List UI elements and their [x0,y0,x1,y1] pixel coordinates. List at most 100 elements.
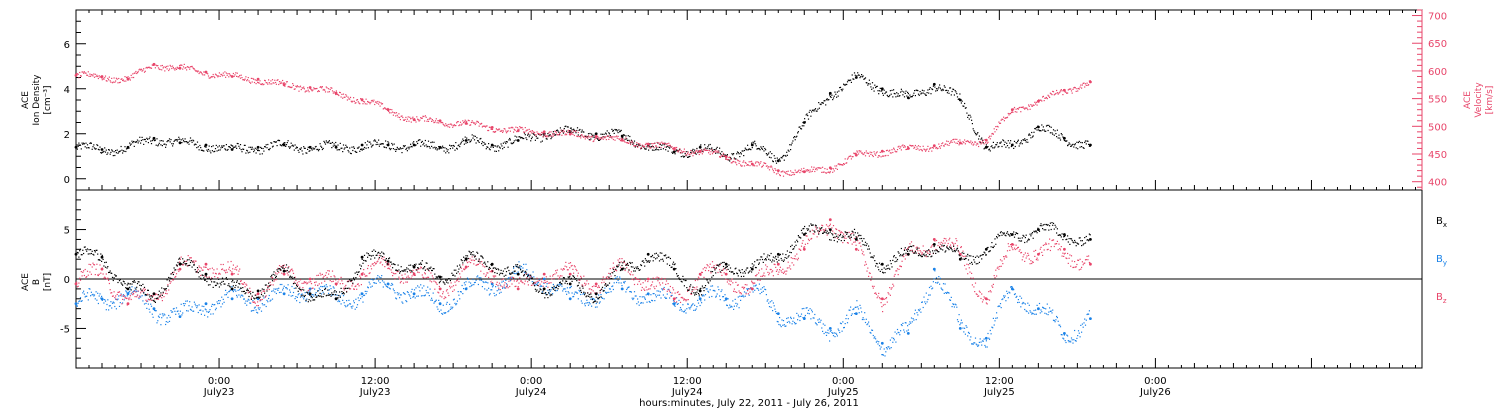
by-series-sample [648,294,650,296]
bz-series-sample [388,267,390,269]
velocity-series-sample [690,149,692,152]
by-series-sample [816,324,818,326]
density-series-sample [996,144,998,146]
velocity-series-sample [254,79,256,81]
density-series-sample [477,140,479,142]
bz-series-sample [154,294,156,296]
density-series-sample [491,145,493,147]
density-series-sample [439,146,441,148]
velocity-series-sample [680,150,682,152]
bz-series-sample [232,268,234,270]
density-series-sample [540,141,542,143]
by-series-sample [710,285,712,287]
density-series-sample [568,131,570,133]
by-series-sample [222,298,224,300]
by-series-sample [537,282,539,284]
bz-series-sample [77,285,79,287]
density-series-sample [1002,139,1004,141]
density-series-sample [393,143,395,145]
velocity-series-sample [605,136,607,138]
density-series-sample [879,87,881,89]
velocity-series-sample [122,79,124,81]
by-series-sample [517,271,519,273]
density-series-sample [768,156,771,158]
by-series-sample [310,296,312,298]
by-series-sample [1003,296,1005,299]
velocity-series-sample [698,153,700,156]
velocity-series-point [256,77,260,81]
by-series-sample [606,291,608,294]
velocity-series-sample [807,169,810,172]
density-series-sample [875,86,877,89]
density-series-sample [445,152,447,154]
by-series-sample [178,313,180,315]
by-series-sample [657,294,659,296]
bz-series-sample [363,273,366,275]
velocity-series-sample [877,156,879,158]
velocity-series-sample [860,150,862,152]
bz-series-sample [406,281,408,283]
velocity-series-sample [734,161,736,163]
by-series-sample [225,289,227,291]
bz-series-sample [418,271,420,274]
density-series-sample [620,129,622,131]
by-series-sample [243,298,245,300]
by-series-sample [342,295,345,297]
density-series-sample [161,140,163,142]
velocity-series-sample [332,92,334,94]
by-series-sample [339,295,341,297]
by-series-sample [963,331,965,333]
velocity-series-sample [289,86,291,88]
density-series-sample [847,79,849,81]
by-series-sample [651,300,654,302]
density-series-sample [715,148,717,150]
by-series-sample [399,294,401,296]
velocity-series-sample [498,128,501,130]
by-series-sample [603,298,605,300]
by-series-sample [414,297,416,299]
velocity-series-sample [424,115,426,117]
by-series-sample [556,289,558,292]
density-series-sample [271,142,273,144]
velocity-series-sample [925,150,927,152]
density-series-sample [694,152,696,154]
velocity-series-sample [1016,111,1018,113]
velocity-series-sample [815,167,817,169]
by-series-sample [515,265,517,267]
density-series-sample [615,129,617,131]
density-series-sample [305,152,307,154]
bz-series-sample [436,283,438,285]
density-series-sample [257,149,259,152]
density-series-sample [1015,142,1017,144]
velocity-series-sample [168,68,171,70]
density-series-sample [136,141,138,143]
x-tick-label-date: July23 [359,387,391,398]
by-series-sample [483,281,485,284]
velocity-series-sample [495,130,497,133]
bz-series-sample [166,293,168,295]
density-series-sample [710,148,712,150]
by-series-sample [714,290,716,292]
by-series-sample [493,292,495,294]
velocity-series-sample [855,152,857,154]
velocity-series-sample [651,143,653,145]
density-series-sample [466,141,469,144]
by-series-sample [484,281,487,283]
velocity-series-sample [733,158,735,160]
velocity-series-sample [91,74,93,76]
by-series-sample [672,300,675,302]
by-series-sample [768,302,770,304]
by-series-sample [275,292,277,295]
by-series-sample [810,318,812,320]
velocity-series-sample [446,124,448,126]
density-series-sample [489,149,491,151]
bz-series-sample [228,266,231,268]
velocity-series-sample [481,126,483,128]
by-series-sample [336,294,338,296]
by-series-sample [423,285,425,287]
density-series-sample [1065,140,1067,142]
velocity-series-sample [400,115,402,117]
density-series-sample [505,142,507,145]
velocity-series-sample [184,67,186,69]
by-series-sample [339,300,341,303]
